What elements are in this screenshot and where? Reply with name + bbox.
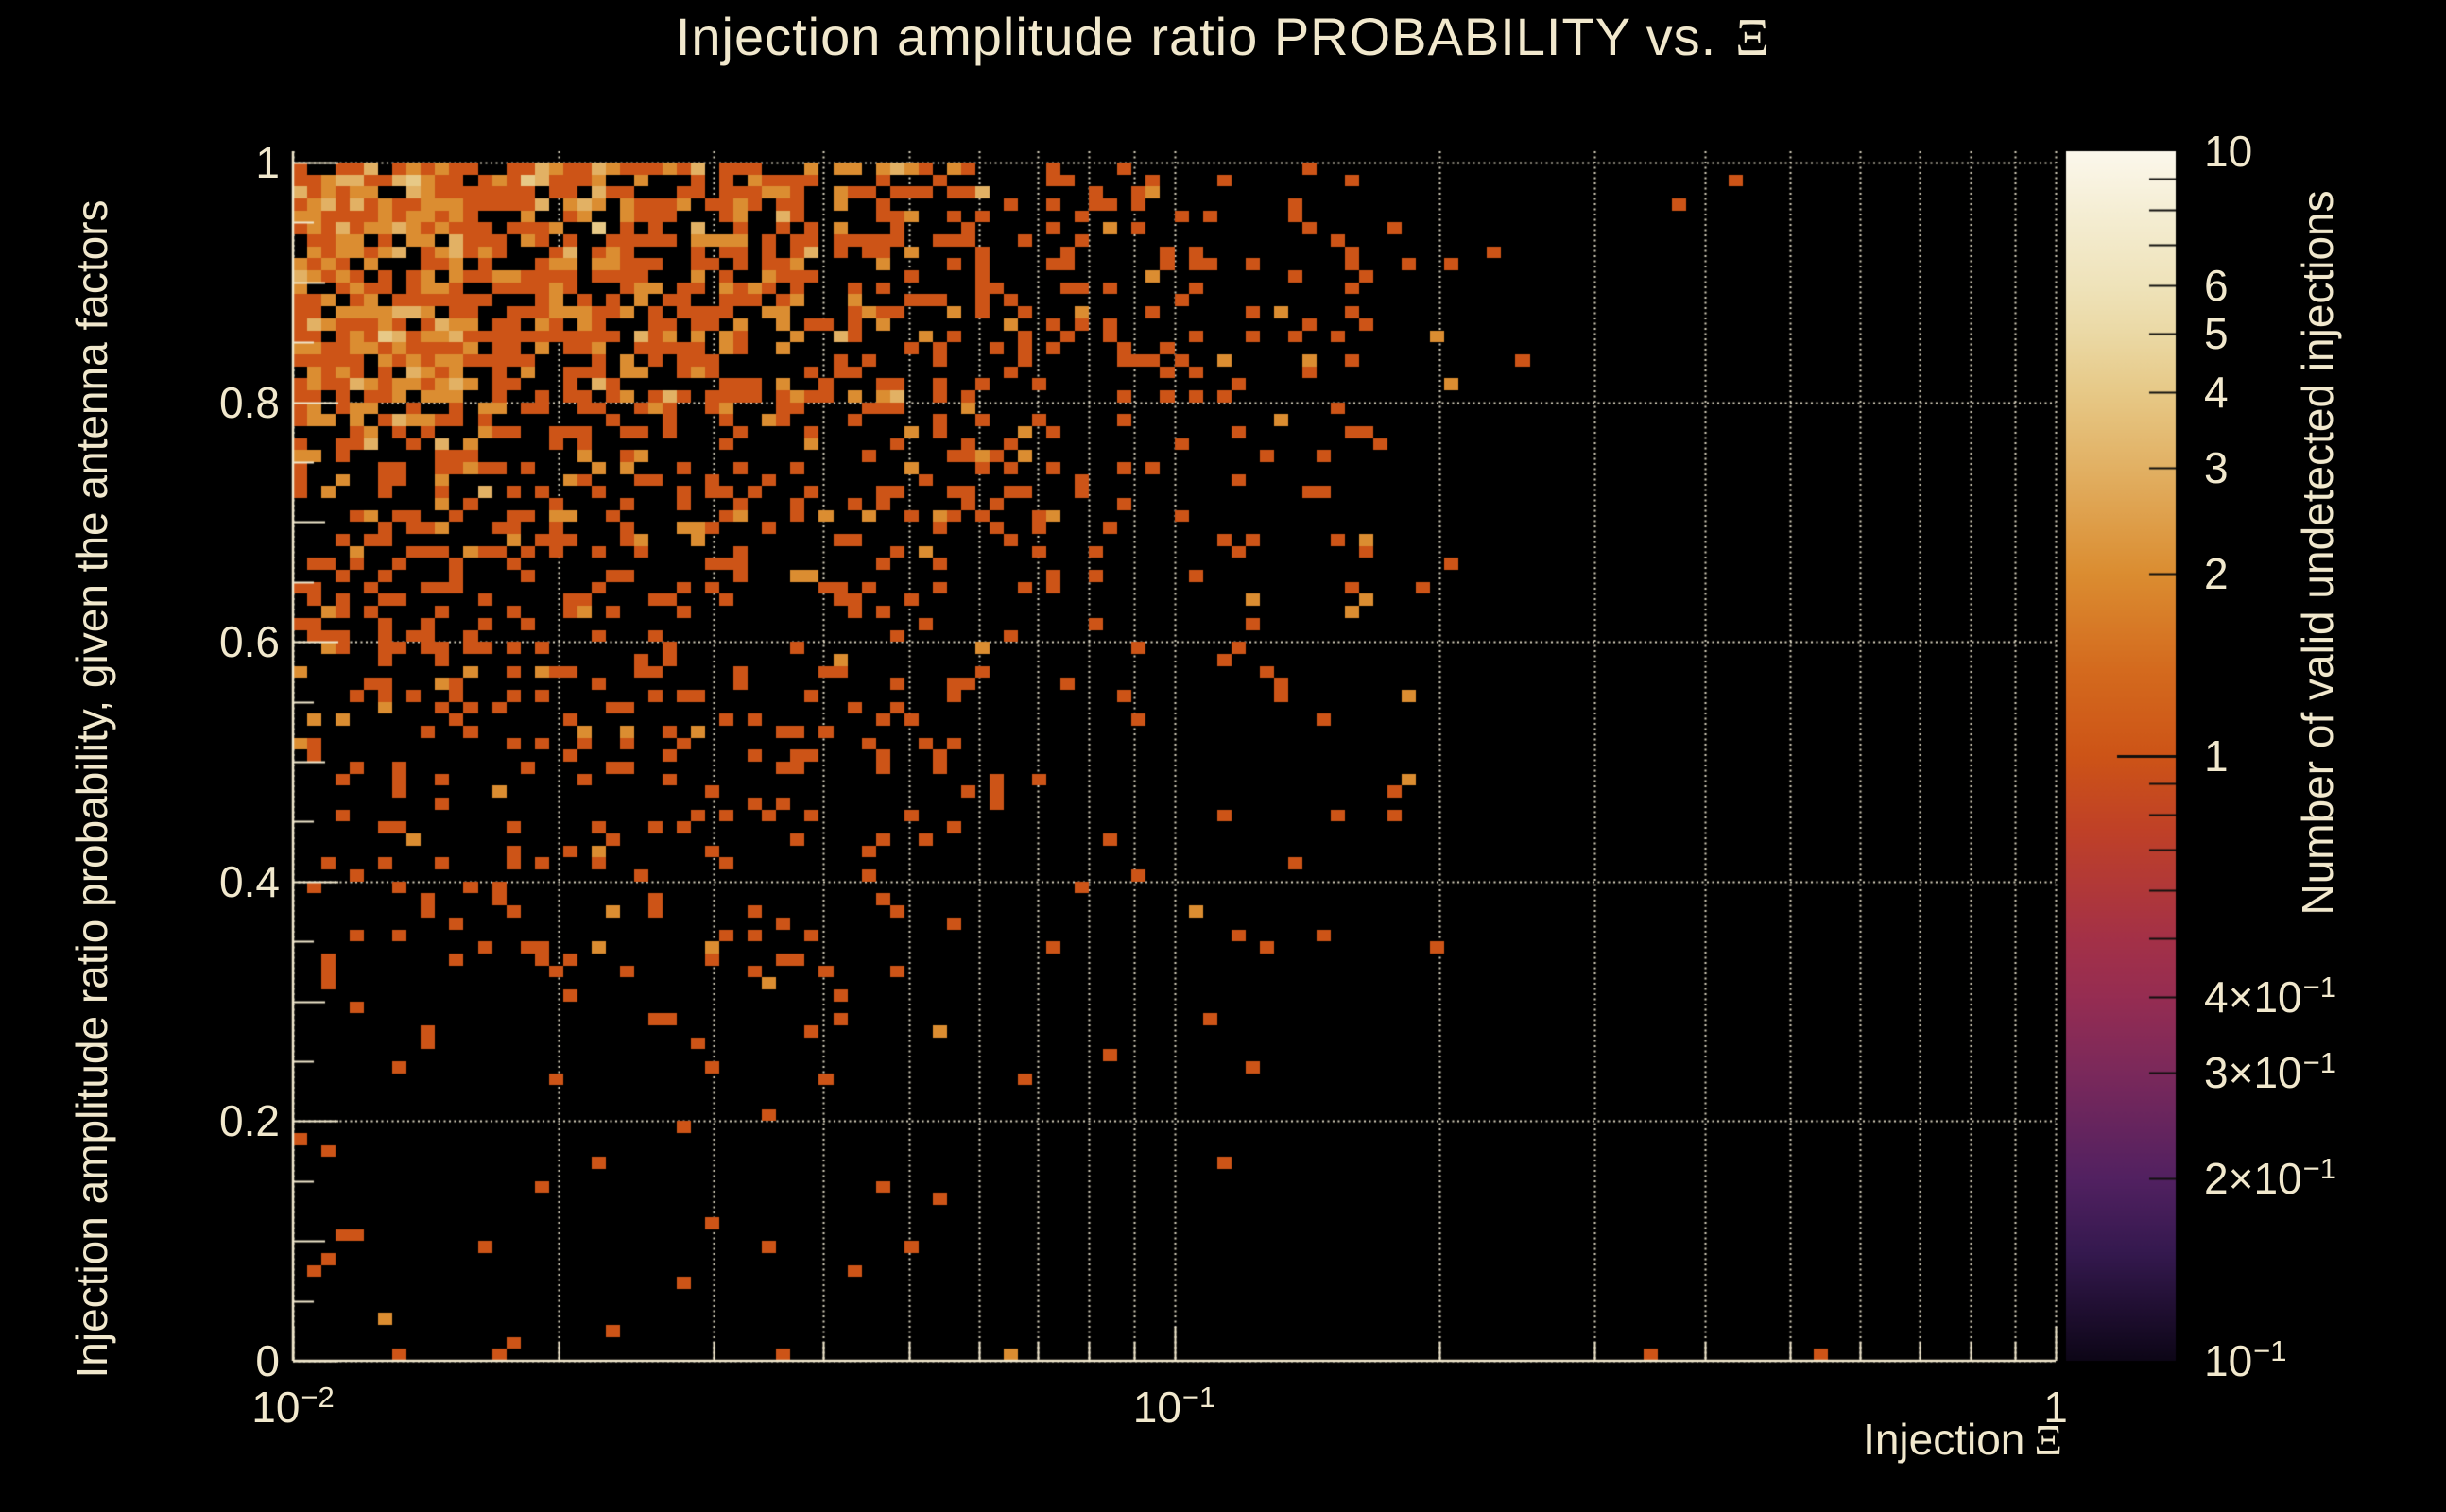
xi-symbol: Ξ (1735, 9, 1771, 67)
y-tick-label: 0 (255, 1335, 280, 1386)
chart-title-text: Injection amplitude ratio PROBABILITY vs… (675, 7, 1717, 66)
colorbar-tick-label: 2×10−1 (2204, 1152, 2336, 1204)
colorbar-tick-label: 4×10−1 (2204, 971, 2336, 1022)
tick-label-base: 4×10 (2204, 971, 2302, 1022)
y-axis-title: Injection amplitude ratio probability, g… (67, 199, 116, 1379)
colorbar-tick-label: 10 (2204, 126, 2252, 177)
y-tick-label: 0.6 (219, 616, 280, 667)
tick-label-base: 3×10 (2204, 1047, 2302, 1097)
tick-label-base: 10 (2204, 127, 2253, 176)
colorbar-tick-label: 6 (2204, 260, 2229, 311)
tick-label-base: 10 (2204, 1336, 2253, 1385)
colorbar-tick-label: 3×10−1 (2204, 1045, 2336, 1098)
tick-label-base: 1 (255, 138, 280, 187)
y-tick-label: 0.2 (219, 1095, 280, 1146)
tick-label-exponent: −1 (2302, 1152, 2336, 1186)
y-tick-label: 0.4 (219, 856, 280, 907)
x-axis-title: Injection Ξ (1863, 1414, 2062, 1465)
colorbar-tick-label: 5 (2204, 308, 2229, 359)
tick-label-base: 2×10 (2204, 1154, 2302, 1204)
tick-label-exponent: −1 (1181, 1381, 1216, 1414)
colorbar-tick-label: 3 (2204, 442, 2229, 493)
tick-label-base: 2 (2204, 549, 2229, 599)
tick-label-base: 0.2 (219, 1096, 280, 1146)
tick-label-exponent: −1 (2253, 1334, 2287, 1367)
tick-label-base: 0.4 (219, 856, 280, 906)
tick-label-exponent: −1 (2302, 1045, 2336, 1079)
x-tick-label: 10−2 (251, 1381, 335, 1433)
tick-label-base: 6 (2204, 260, 2229, 310)
y-tick-label: 0.8 (219, 377, 280, 428)
tick-label-base: 0.6 (219, 617, 280, 667)
x-tick-label: 1 (2043, 1382, 2068, 1433)
tick-label-base: 1 (2204, 731, 2229, 781)
colorbar-tick-label: 1 (2204, 730, 2229, 782)
tick-label-base: 4 (2204, 367, 2229, 417)
tick-label-base: 5 (2204, 308, 2229, 358)
colorbar-tick-label: 4 (2204, 367, 2229, 418)
tick-label-base: 0.8 (219, 377, 280, 427)
colorbar-title: Number of valid undetected injections (2293, 190, 2342, 916)
x-axis-title-text: Injection (1863, 1415, 2025, 1464)
xi-symbol: Ξ (2034, 1416, 2062, 1464)
tick-label-base: 1 (2043, 1383, 2068, 1432)
tick-label-base: 10 (251, 1383, 301, 1432)
colorbar-tick-label: 10−1 (2204, 1334, 2287, 1386)
colorbar-tick-label: 2 (2204, 548, 2229, 599)
x-tick-label: 10−1 (1132, 1381, 1216, 1433)
chart-title: Injection amplitude ratio PROBABILITY vs… (0, 6, 2446, 68)
tick-label-base: 10 (1132, 1383, 1181, 1432)
tick-label-exponent: −2 (301, 1381, 335, 1414)
tick-label-base: 0 (255, 1336, 280, 1385)
y-tick-label: 1 (255, 137, 280, 188)
tick-label-base: 3 (2204, 442, 2229, 492)
tick-label-exponent: −1 (2302, 970, 2336, 1004)
